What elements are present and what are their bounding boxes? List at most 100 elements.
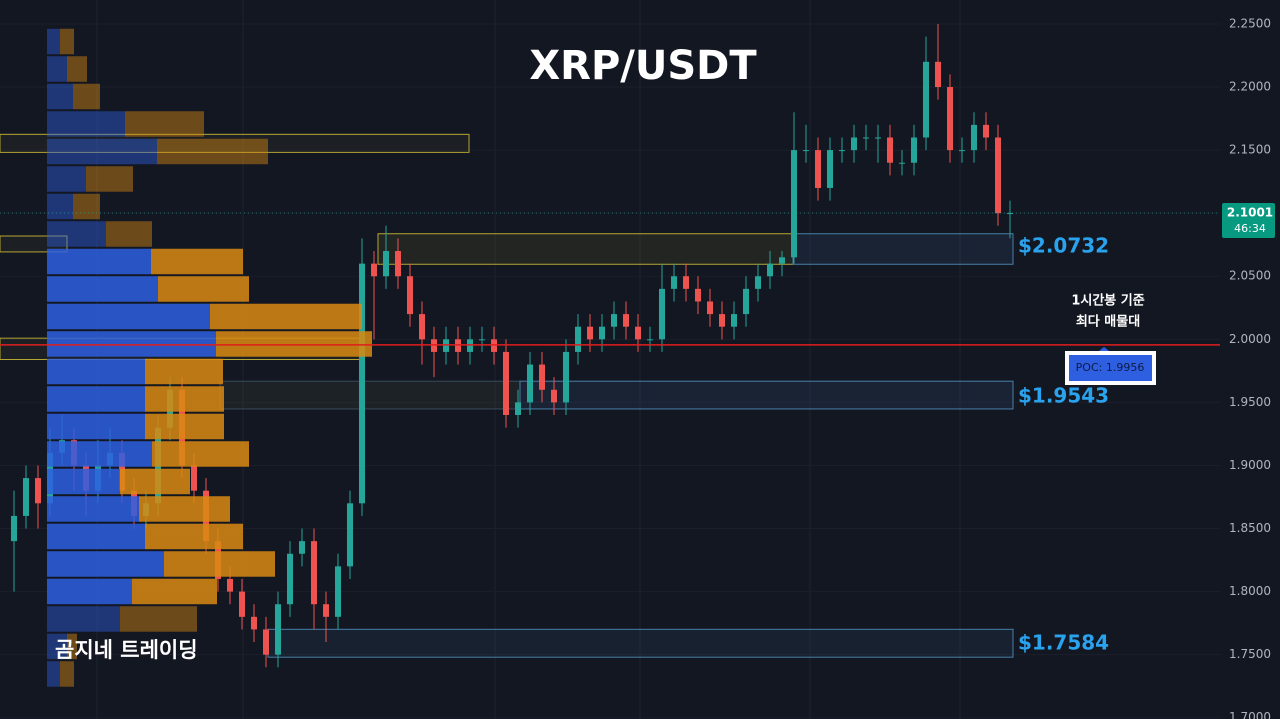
y-tick-label: 1.9000 [1229, 458, 1271, 472]
zone [519, 380, 1014, 410]
candle-body [299, 541, 305, 554]
profile-sell [73, 193, 100, 220]
candle-body [539, 364, 545, 390]
profile-buy [47, 248, 151, 275]
profile-sell [210, 303, 362, 330]
candle-body [191, 465, 197, 491]
profile-buy [47, 303, 210, 330]
countdown: 46:34 [1234, 222, 1266, 235]
candle-body [899, 162, 905, 164]
profile-buy [47, 331, 216, 357]
candle-body [923, 61, 929, 138]
zone [219, 380, 521, 410]
chart-title: XRP/USDT [529, 43, 757, 89]
profile-buy [47, 468, 120, 495]
profile-sell [67, 633, 77, 660]
volume-profile [47, 28, 372, 687]
candle-body [743, 288, 749, 315]
candle-body [551, 389, 557, 403]
y-tick-label: 1.8500 [1229, 521, 1271, 535]
y-tick-label: 2.2000 [1229, 80, 1271, 94]
profile-sell [151, 248, 243, 275]
candles [11, 23, 1013, 668]
profile-buy [47, 28, 60, 55]
profile-buy [47, 578, 132, 605]
candle-body [803, 150, 809, 152]
candle-body [911, 137, 917, 163]
profile-sell [152, 441, 249, 467]
profile-sell [145, 523, 243, 550]
candle-body [443, 339, 449, 352]
candle-body [995, 137, 1001, 214]
candle-body [419, 314, 425, 340]
candle-body [323, 604, 329, 617]
candle-body [515, 402, 521, 416]
candle-body [659, 288, 665, 340]
candle-body [767, 263, 773, 277]
candle-body [827, 150, 833, 188]
y-tick-label: 2.0500 [1229, 269, 1271, 283]
profile-buy [47, 441, 152, 467]
profile-buy [47, 193, 73, 220]
candle-body [779, 257, 785, 264]
zone [377, 233, 794, 265]
candle-body [755, 276, 761, 289]
y-tick-label: 2.1500 [1229, 143, 1271, 157]
profile-buy [47, 606, 120, 632]
candle-body [527, 364, 533, 403]
profile-buy [47, 358, 145, 385]
candle-body [347, 503, 353, 567]
candle-body [371, 263, 377, 277]
candle-body [335, 566, 341, 617]
candle-body [383, 251, 389, 277]
profile-buy [47, 386, 145, 412]
zone-label: $2.0732 [1018, 233, 1109, 257]
candle-body [959, 150, 965, 152]
candle-body [23, 478, 29, 516]
poc-box-inner [1069, 355, 1152, 381]
candle-body [983, 124, 989, 138]
candle-body [359, 263, 365, 504]
zone [267, 628, 1014, 658]
zone [0, 235, 68, 253]
profile-buy [47, 661, 60, 687]
candle-body [935, 61, 941, 88]
candle-body [791, 150, 797, 258]
profile-sell [125, 111, 204, 137]
profile-sell [60, 661, 74, 687]
profile-sell [145, 386, 224, 412]
y-tick-label: 1.8000 [1229, 584, 1271, 598]
candle-body [947, 87, 953, 151]
candle-body [455, 339, 461, 352]
candle-body [851, 137, 857, 151]
profile-sell [106, 221, 152, 247]
candle-body [707, 301, 713, 315]
last-price-badge [1222, 203, 1275, 239]
profile-buy [47, 138, 157, 165]
candle-body [563, 351, 569, 403]
profile-sell [216, 331, 372, 357]
zone-label: $1.9543 [1018, 383, 1109, 407]
zones: $2.0732 $1.9543 $1.7584 [0, 133, 1109, 658]
candle-body [467, 339, 473, 352]
candle-body [503, 351, 509, 416]
candle-body [479, 339, 485, 341]
candle-body [11, 515, 17, 542]
candle-body [431, 339, 437, 352]
profile-buy [47, 551, 164, 577]
profile-buy [47, 56, 67, 82]
zone-label: $1.7584 [1018, 631, 1109, 655]
candle-body [647, 339, 653, 341]
candle-body [731, 314, 737, 327]
candle-body [683, 276, 689, 289]
annotation: 1시간봉 기준 [1071, 293, 1144, 309]
candle-body [623, 314, 629, 327]
candle-body [875, 137, 881, 139]
candle-body [239, 591, 245, 617]
candle-body [287, 553, 293, 605]
profile-buy [47, 413, 145, 440]
profile-sell [145, 413, 224, 440]
poc-pointer [1098, 346, 1110, 352]
zone [792, 233, 1014, 265]
